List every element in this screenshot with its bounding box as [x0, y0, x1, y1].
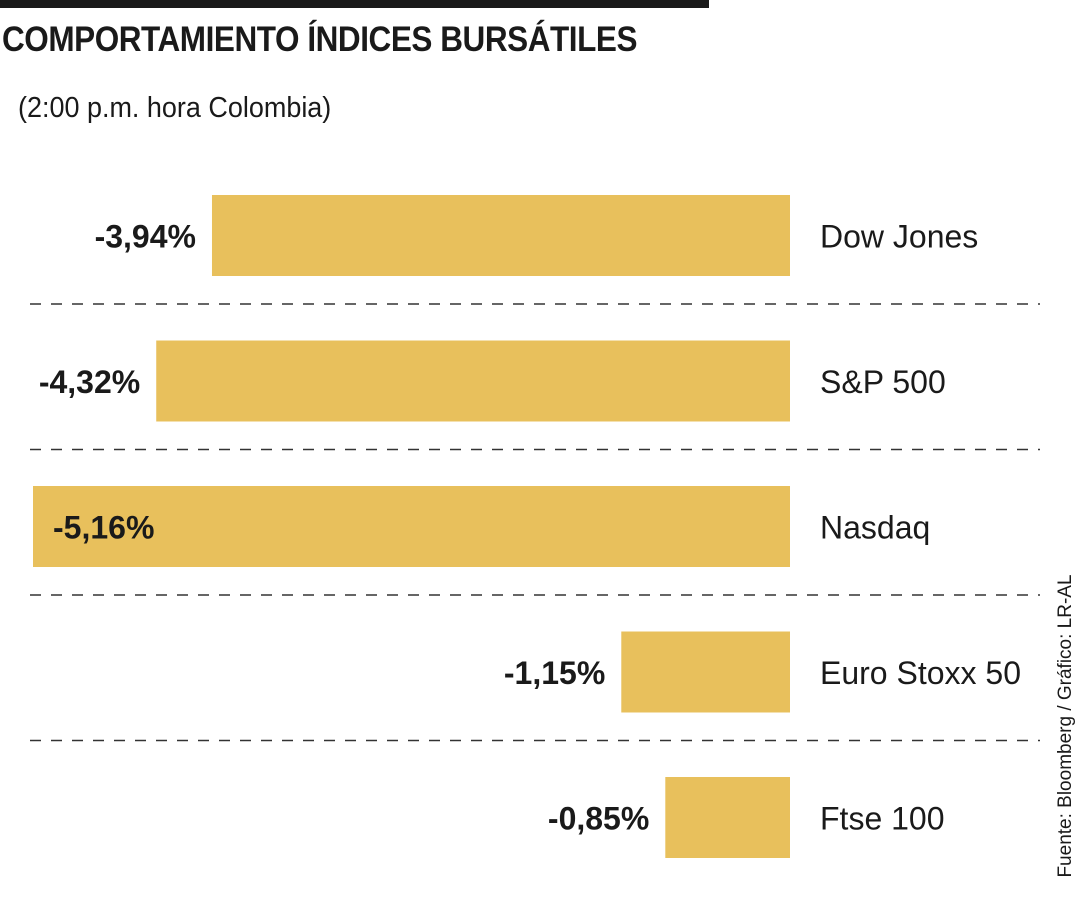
bar-nasdaq — [33, 486, 790, 567]
value-label: -4,32% — [39, 364, 140, 400]
value-label: -0,85% — [548, 801, 649, 837]
chart-title: COMPORTAMIENTO ÍNDICES BURSÁTILES — [2, 20, 638, 59]
bar-s-p-500 — [156, 340, 791, 422]
value-label: -3,94% — [95, 219, 196, 255]
bar-dow-jones — [211, 195, 791, 276]
category-label: Nasdaq — [820, 510, 930, 546]
chart-subtitle: (2:00 p.m. hora Colombia) — [18, 92, 332, 124]
category-label: S&P 500 — [820, 364, 946, 400]
value-label: -5,16% — [53, 510, 154, 546]
category-label: Ftse 100 — [820, 801, 945, 837]
category-label: Euro Stoxx 50 — [820, 655, 1021, 691]
value-label: -1,15% — [504, 655, 605, 691]
bar-euro-stoxx-50 — [621, 631, 790, 713]
source-credit: Fuente: Bloomberg / Gráfico: LR-AL — [1055, 574, 1076, 878]
category-label: Dow Jones — [820, 219, 978, 255]
bar-ftse-100 — [665, 777, 790, 858]
top-rule — [0, 0, 709, 8]
